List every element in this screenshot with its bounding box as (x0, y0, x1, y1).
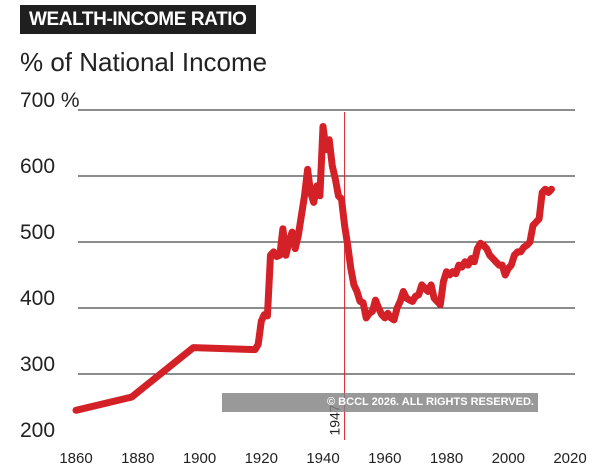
year-marker-label: 1947 (327, 404, 343, 435)
x-tick-label: 1980 (430, 450, 463, 467)
y-tick-label: 200 (20, 419, 55, 442)
x-tick-label: 2020 (553, 450, 586, 467)
copyright-watermark: © BCCL 2026. ALL RIGHTS RESERVED. (222, 393, 538, 412)
x-tick-label: 2000 (492, 450, 525, 467)
y-axis-tick-labels: 200 300 400 500 600 700 % (20, 89, 80, 442)
x-axis-tick-labels: 1860 1880 1900 1920 1940 1960 1980 2000 2020 (59, 450, 586, 467)
x-tick-label: 1940 (306, 450, 339, 467)
y-tick-label: 400 (20, 287, 55, 310)
grid-lines (78, 109, 575, 375)
y-tick-label: 600 (20, 155, 55, 178)
x-tick-label: 1900 (183, 450, 216, 467)
chart-title: WEALTH-INCOME RATIO (20, 5, 256, 34)
y-tick-label: 500 (20, 221, 55, 244)
x-tick-label: 1920 (245, 450, 278, 467)
y-tick-label: 700 % (20, 89, 80, 112)
x-tick-label: 1860 (59, 450, 92, 467)
y-tick-label: 300 (20, 353, 55, 376)
x-tick-label: 1960 (368, 450, 401, 467)
year-marker: 1947 (327, 112, 346, 440)
x-tick-label: 1880 (121, 450, 154, 467)
series-line (72, 123, 555, 414)
chart-subtitle: % of National Income (20, 47, 268, 77)
